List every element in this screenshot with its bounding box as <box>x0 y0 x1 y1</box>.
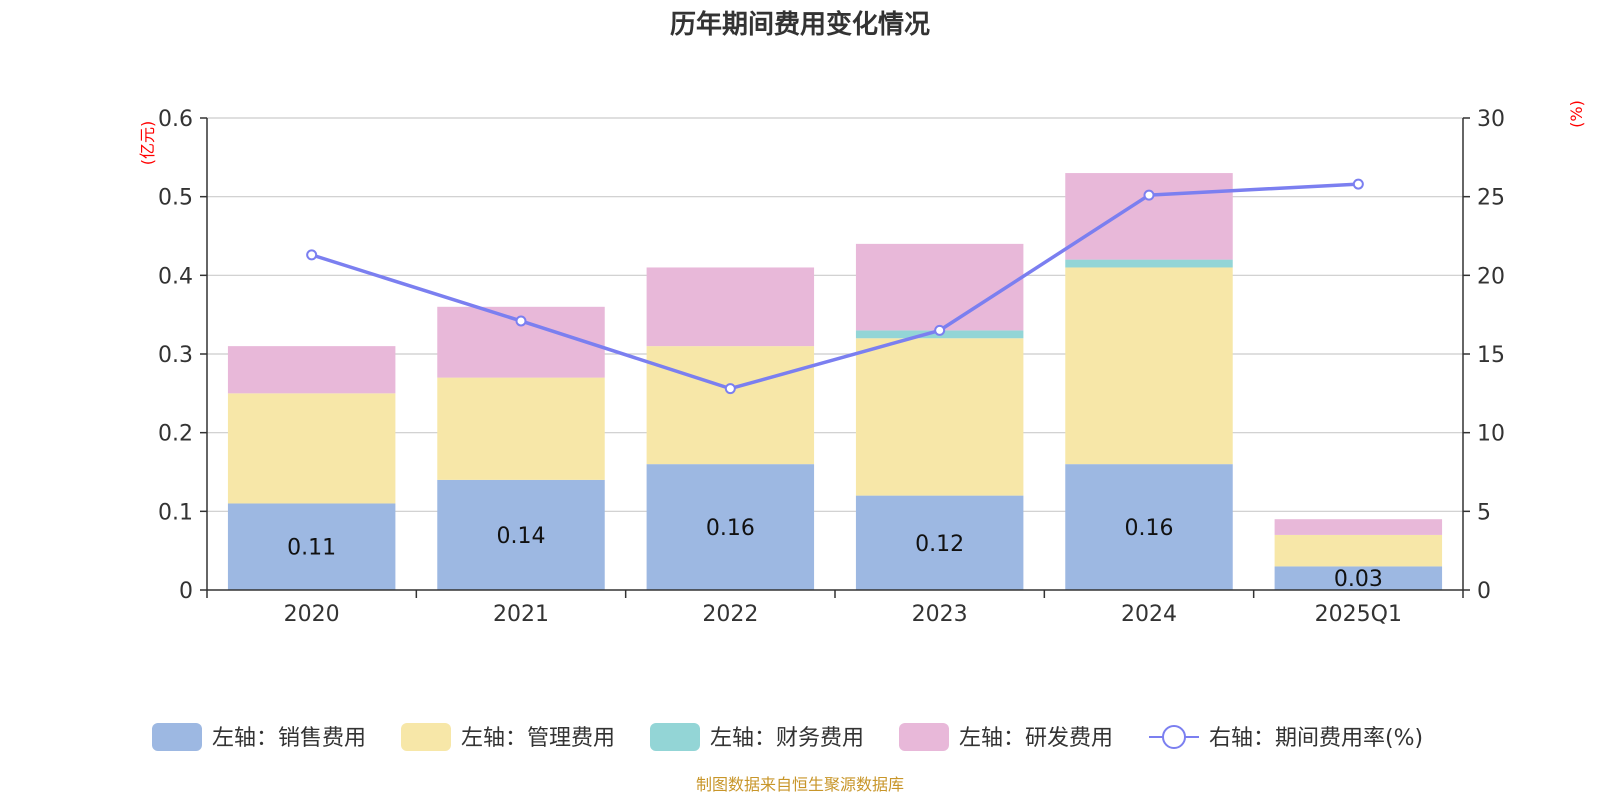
bar-rnd-2020 <box>227 346 396 394</box>
bar-sales-2020 <box>227 503 396 590</box>
left-tick-label: 0.2 <box>158 422 193 447</box>
x-tick-label: 2025Q1 <box>1315 602 1402 627</box>
legend-swatch-rnd <box>899 723 949 751</box>
source-note: 制图数据来自恒生聚源数据库 <box>696 775 904 794</box>
rate-line-path <box>311 182 1359 391</box>
legend-swatch-finance <box>650 723 700 751</box>
bar-sales-2025Q1 <box>1274 566 1443 590</box>
bar-rnd-2024 <box>1065 173 1233 260</box>
legend-label-sales: 左轴：销售费用 <box>212 726 366 751</box>
axes: 0 0.1 0.2 0.3 0.4 0.5 0.6 0 5 10 15 20 25 30 2020 2021 2… <box>138 100 1586 627</box>
bar-finance-2024 <box>1065 259 1233 268</box>
rate-line-point <box>306 249 318 261</box>
legend-marker-rate <box>1162 725 1186 749</box>
right-tick-label: 0 <box>1477 579 1491 604</box>
legend-swatch-sales <box>152 723 202 751</box>
bar-admin-2024 <box>1065 267 1233 465</box>
bar-value-label: 0.11 <box>287 536 336 561</box>
right-tick-label: 10 <box>1477 422 1505 447</box>
chart-title: 历年期间费用变化情况 <box>670 9 930 40</box>
bar-sales-2022 <box>646 464 815 590</box>
left-tick-label: 0.3 <box>158 343 193 368</box>
right-tick-label: 15 <box>1477 343 1505 368</box>
bar-sales-2021 <box>437 479 605 590</box>
bar-value-label: 0.12 <box>915 532 964 557</box>
rate-line-point <box>724 383 736 395</box>
legend-label-rnd: 左轴：研发费用 <box>959 726 1113 751</box>
bars <box>227 173 1443 590</box>
bar-value-label: 0.03 <box>1334 567 1383 592</box>
rate-line-point <box>1143 189 1155 201</box>
right-tick-label: 5 <box>1477 500 1491 525</box>
bar-rnd-2022 <box>646 267 815 347</box>
left-tick-label: 0.1 <box>158 500 193 525</box>
legend-label-rate: 右轴：期间费用率(%) <box>1209 726 1423 751</box>
bar-rnd-2025Q1 <box>1274 519 1443 535</box>
bar-value-label: 0.16 <box>706 516 755 541</box>
rate-line <box>306 178 1364 395</box>
left-tick-label: 0.6 <box>158 107 193 132</box>
left-axis-unit: (亿元) <box>138 121 157 166</box>
bar-rnd-2023 <box>855 243 1024 331</box>
legend-swatch-admin <box>401 723 451 751</box>
right-tick-label: 30 <box>1477 107 1505 132</box>
right-axis-unit: (%) <box>1567 100 1586 128</box>
bar-admin-2021 <box>437 377 605 480</box>
bar-admin-2023 <box>855 338 1024 496</box>
legend-label-admin: 左轴：管理费用 <box>461 726 615 751</box>
bar-admin-2020 <box>227 393 396 504</box>
x-tick-label: 2020 <box>284 602 340 627</box>
bar-sales-2024 <box>1065 464 1233 590</box>
legend: 左轴：销售费用 左轴：管理费用 左轴：财务费用 左轴：研发费用 右轴：期间费用率(%) <box>152 723 1423 751</box>
left-tick-label: 0.4 <box>158 264 193 289</box>
rate-line-point <box>515 315 527 327</box>
x-tick-label: 2021 <box>493 602 549 627</box>
grid-lines <box>207 117 1463 512</box>
bar-sales-2023 <box>855 495 1024 590</box>
bar-value-label: 0.16 <box>1125 516 1174 541</box>
bar-value-label: 0.14 <box>497 524 546 549</box>
x-tick-label: 2023 <box>912 602 968 627</box>
right-tick-label: 25 <box>1477 186 1505 211</box>
rate-line-point <box>934 324 946 336</box>
x-tick-label: 2024 <box>1121 602 1177 627</box>
bar-admin-2025Q1 <box>1274 534 1443 567</box>
x-tick-label: 2022 <box>702 602 758 627</box>
legend-label-finance: 左轴：财务费用 <box>710 726 864 751</box>
left-tick-label: 0 <box>179 579 193 604</box>
bar-admin-2022 <box>646 346 815 465</box>
right-tick-label: 20 <box>1477 264 1505 289</box>
left-tick-label: 0.5 <box>158 186 193 211</box>
bar-value-labels: 0.11 0.14 0.16 0.12 0.16 0.03 <box>287 516 1383 592</box>
rate-line-point <box>1352 178 1364 190</box>
